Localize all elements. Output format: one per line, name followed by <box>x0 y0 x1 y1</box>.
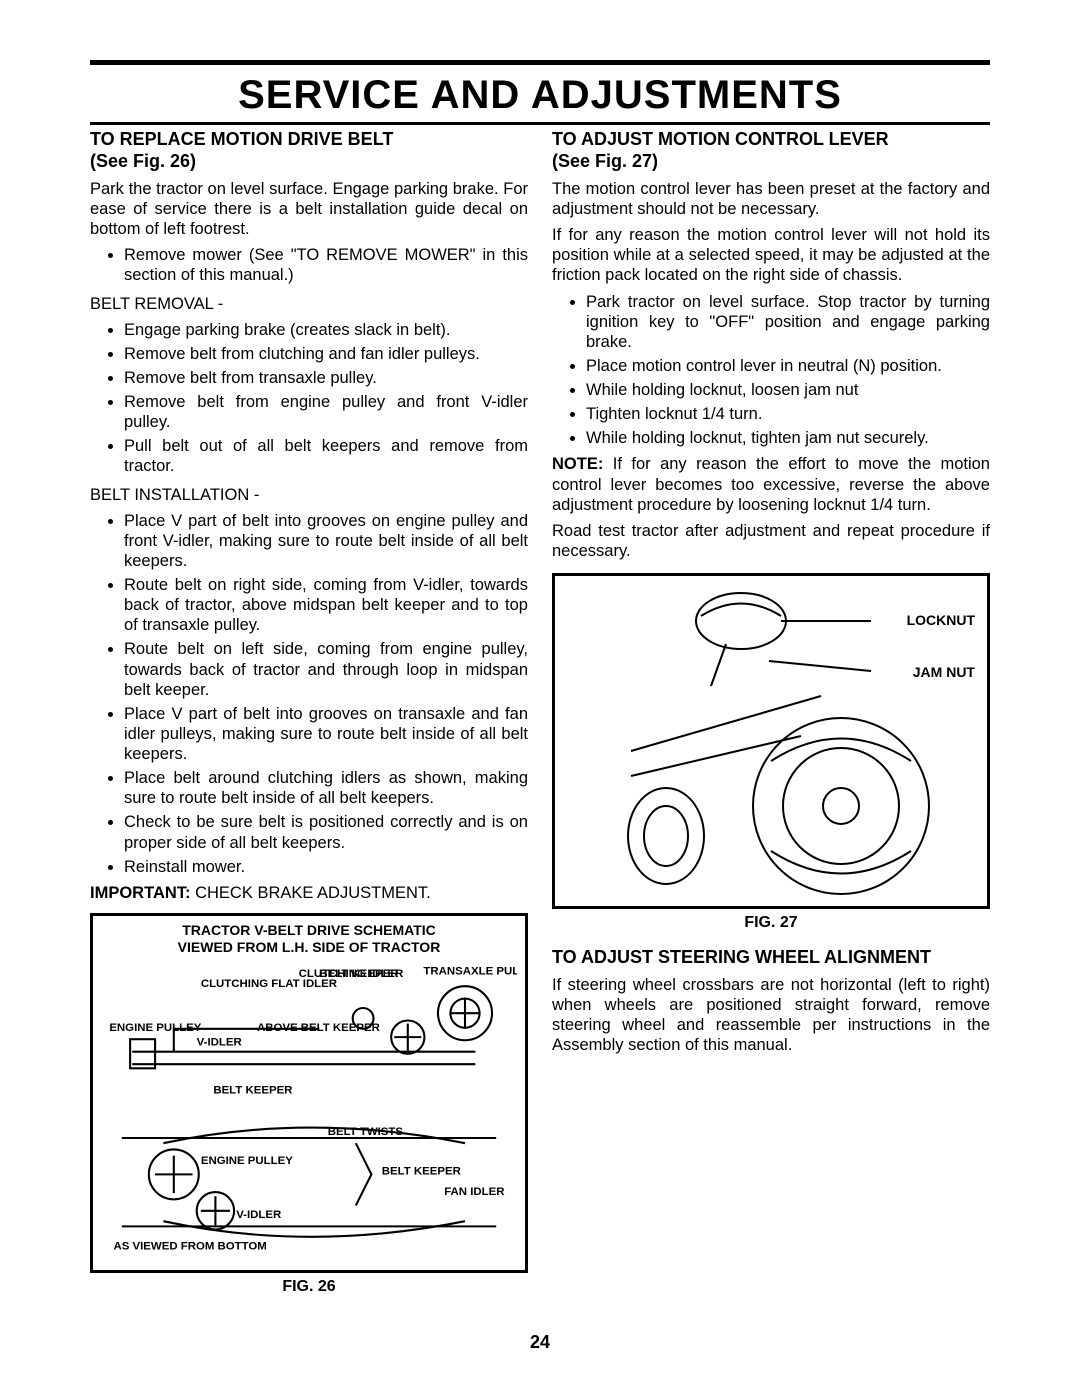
lbl: AS VIEWED FROM BOTTOM <box>113 1240 266 1252</box>
list-item: Remove belt from clutching and fan idler… <box>124 344 528 364</box>
important-text: CHECK BRAKE ADJUSTMENT. <box>191 884 431 902</box>
lbl: TRANSAXLE PULLEY <box>423 966 517 978</box>
left-heading: TO REPLACE MOTION DRIVE BELT <box>90 129 528 151</box>
list-item: Place belt around clutching idlers as sh… <box>124 768 528 808</box>
list-item: Remove belt from transaxle pulley. <box>124 368 528 388</box>
steering-heading: TO ADJUST STEERING WHEEL ALIGNMENT <box>552 947 990 969</box>
fig26-title1: TRACTOR V-BELT DRIVE SCHEMATIC <box>101 922 517 939</box>
list-item: Remove belt from engine pulley and front… <box>124 392 528 432</box>
lbl: ENGINE PULLEY <box>109 1022 201 1034</box>
left-column: TO REPLACE MOTION DRIVE BELT (See Fig. 2… <box>90 125 528 1296</box>
list-item: Place V part of belt into grooves on eng… <box>124 511 528 571</box>
belt-install-heading: BELT INSTALLATION - <box>90 485 528 505</box>
list-item: Park tractor on level surface. Stop trac… <box>586 292 990 352</box>
list-item: Place motion control lever in neutral (N… <box>586 356 990 376</box>
important-note: IMPORTANT: CHECK BRAKE ADJUSTMENT. <box>90 883 528 903</box>
lbl: V-IDLER <box>197 1037 243 1049</box>
left-intro: Park the tractor on level surface. Engag… <box>90 179 528 239</box>
page-number: 24 <box>90 1332 990 1353</box>
list-item: Pull belt out of all belt keepers and re… <box>124 436 528 476</box>
steering-p: If steering wheel crossbars are not hori… <box>552 975 990 1056</box>
list-item: Check to be sure belt is positioned corr… <box>124 812 528 852</box>
figure-27-box: LOCKNUT JAM NUT <box>552 573 990 909</box>
lbl: CLUTCHING FLAT IDLER <box>201 978 338 990</box>
list-item: Route belt on left side, coming from eng… <box>124 639 528 699</box>
right-bullets: Park tractor on level surface. Stop trac… <box>552 292 990 449</box>
belt-removal-heading: BELT REMOVAL - <box>90 294 528 314</box>
left-heading-sub: (See Fig. 26) <box>90 151 528 173</box>
lbl: BELT KEEPER <box>382 1165 462 1177</box>
note-text: If for any reason the effort to move the… <box>552 455 990 513</box>
list-item: Engage parking brake (creates slack in b… <box>124 320 528 340</box>
fig27-caption: FIG. 27 <box>552 913 990 933</box>
page: SERVICE AND ADJUSTMENTS TO REPLACE MOTIO… <box>0 0 1080 1393</box>
jamnut-label: JAM NUT <box>913 664 975 681</box>
fig26-title2: VIEWED FROM L.H. SIDE OF TRACTOR <box>101 939 517 956</box>
list-item: Reinstall mower. <box>124 857 528 877</box>
lbl: V-IDLER <box>236 1209 282 1221</box>
right-column: TO ADJUST MOTION CONTROL LEVER (See Fig.… <box>552 125 990 1296</box>
left-intro-bullet: Remove mower (See "TO REMOVE MOWER" in t… <box>90 245 528 285</box>
locknut-label: LOCKNUT <box>907 612 975 629</box>
lbl: ENGINE PULLEY <box>201 1155 293 1167</box>
fig26-caption: FIG. 26 <box>90 1277 528 1297</box>
fig26-diagram: CLUTCHING FLAT IDLER CLUTCHING IDLER BEL… <box>101 956 517 1258</box>
title-container: SERVICE AND ADJUSTMENTS <box>90 60 990 125</box>
right-p2: If for any reason the motion control lev… <box>552 225 990 285</box>
lbl: FAN IDLER <box>444 1186 505 1198</box>
note-label: NOTE: <box>552 455 603 473</box>
right-heading: TO ADJUST MOTION CONTROL LEVER <box>552 129 990 151</box>
lbl: BELT KEEPER <box>213 1084 293 1096</box>
right-heading-sub: (See Fig. 27) <box>552 151 990 173</box>
page-title: SERVICE AND ADJUSTMENTS <box>90 65 990 122</box>
right-note: NOTE: If for any reason the effort to mo… <box>552 454 990 514</box>
list-item: Tighten locknut 1/4 turn. <box>586 404 990 424</box>
lbl: ABOVE BELT KEEPER <box>257 1022 381 1034</box>
belt-removal-list: Engage parking brake (creates slack in b… <box>90 320 528 477</box>
important-label: IMPORTANT: <box>90 884 191 902</box>
lbl: BELT KEEPER <box>319 968 399 980</box>
right-p3: Road test tractor after adjustment and r… <box>552 521 990 561</box>
belt-install-list: Place V part of belt into grooves on eng… <box>90 511 528 877</box>
list-item: While holding locknut, tighten jam nut s… <box>586 428 990 448</box>
figure-26-box: TRACTOR V-BELT DRIVE SCHEMATIC VIEWED FR… <box>90 913 528 1273</box>
list-item: Route belt on right side, coming from V-… <box>124 575 528 635</box>
list-item: While holding locknut, loosen jam nut <box>586 380 990 400</box>
list-item: Remove mower (See "TO REMOVE MOWER" in t… <box>124 245 528 285</box>
lbl: BELT TWISTS <box>328 1126 404 1138</box>
list-item: Place V part of belt into grooves on tra… <box>124 704 528 764</box>
two-columns: TO REPLACE MOTION DRIVE BELT (See Fig. 2… <box>90 125 990 1296</box>
right-p1: The motion control lever has been preset… <box>552 179 990 219</box>
